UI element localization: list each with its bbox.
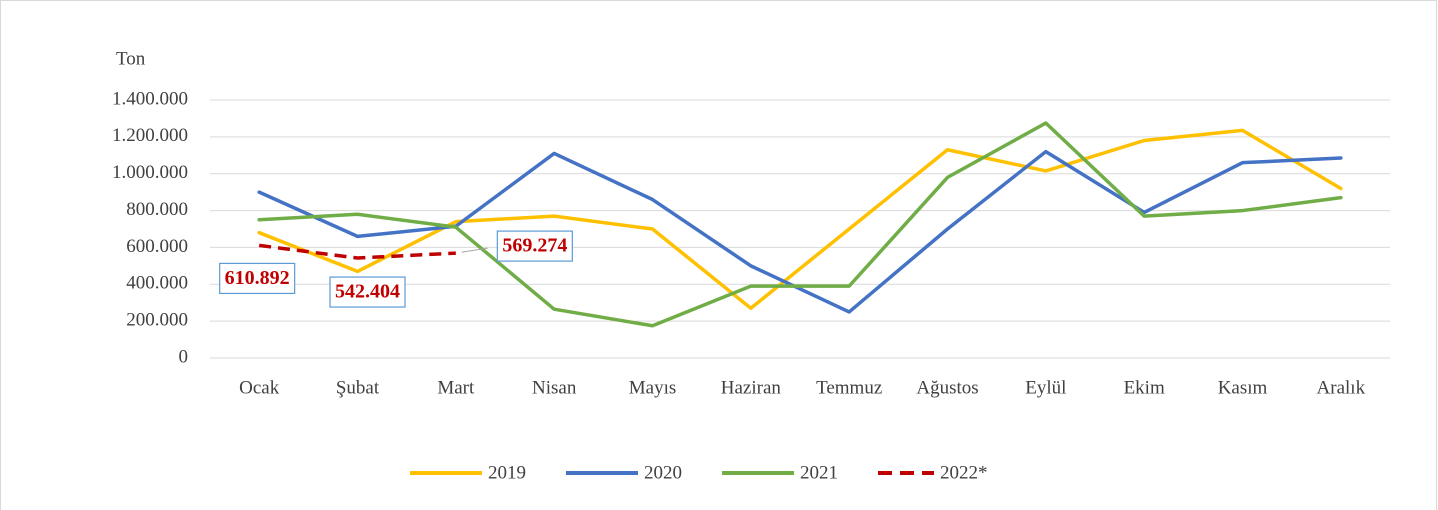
data-label: 569.274 [502,235,567,257]
y-tick-label: 1.400.000 [112,88,188,109]
x-tick-label: Kasım [1218,377,1268,398]
x-tick-label: Şubat [336,377,380,398]
y-tick-label: 1.000.000 [112,162,188,183]
y-tick-label: 800.000 [126,199,188,220]
data-label-box [219,262,296,295]
series-line [257,149,1343,314]
y-tick-label: 200.000 [126,310,188,331]
leader-line [461,247,488,253]
x-tick-label: Haziran [721,377,782,398]
x-tick-label: Ekim [1124,377,1165,398]
data-label-box [329,276,406,308]
y-tick-label: 400.000 [126,273,188,294]
y-tick-label: 600.000 [126,236,188,257]
series-line [258,243,456,260]
data-label-box [496,230,573,262]
y-tick-label: 0 [179,346,189,367]
legend-label: 2020 [644,462,682,483]
series-line [257,121,1343,328]
data-label: 542.404 [335,281,400,303]
legend-label: 2022* [940,462,988,483]
x-tick-label: Aralık [1317,377,1366,398]
data-label: 610.892 [225,267,290,289]
y-axis-label: Ton [116,48,146,69]
x-tick-label: Mayıs [629,377,677,398]
x-tick-label: Temmuz [816,377,882,398]
x-tick-label: Nisan [532,377,577,398]
x-tick-label: Eylül [1025,377,1066,398]
series-line [257,128,1343,310]
legend-label: 2019 [488,462,526,483]
x-tick-label: Mart [437,377,475,398]
x-tick-label: Ocak [239,377,280,398]
x-tick-label: Ağustos [916,377,978,398]
y-tick-label: 1.200.000 [112,125,188,146]
legend-label: 2021 [800,462,838,483]
